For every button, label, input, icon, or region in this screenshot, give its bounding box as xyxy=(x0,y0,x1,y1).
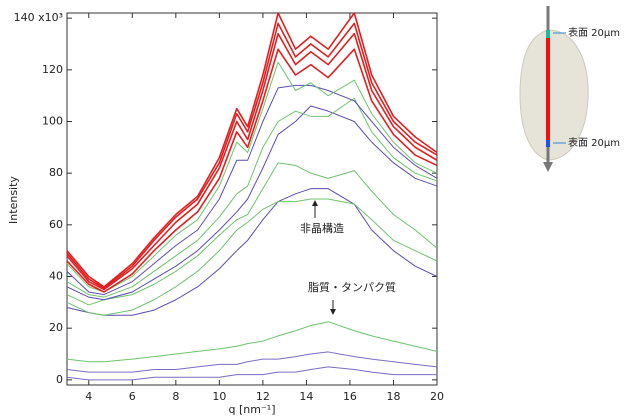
y-tick-label: 60 xyxy=(49,218,63,231)
x-tick-label: 4 xyxy=(85,390,92,403)
y-tick-label: 20 xyxy=(49,321,63,334)
y-tick-label: 140 x10³ xyxy=(14,11,63,24)
x-tick-label: 12 xyxy=(256,390,270,403)
plot-frame xyxy=(67,13,437,385)
arrow-head xyxy=(330,309,336,315)
y-tick-label: 0 xyxy=(56,373,63,386)
inset-diagram: 表面 20μm 表面 20μm xyxy=(520,6,620,172)
arrow-head xyxy=(543,162,553,172)
inset-label: 表面 20μm xyxy=(568,136,620,149)
series-line xyxy=(67,62,437,292)
y-axis-label: Intensity xyxy=(7,176,20,224)
x-tick-label: 6 xyxy=(129,390,136,403)
x-tick-label: 8 xyxy=(172,390,179,403)
series-line xyxy=(67,23,437,288)
x-tick-label: 10 xyxy=(212,390,226,403)
arrow-head xyxy=(312,200,318,206)
x-tick-label: 14 xyxy=(299,390,313,403)
series-line xyxy=(67,34,437,290)
x-tick-label: 16 xyxy=(343,390,357,403)
y-tick-label: 100 xyxy=(42,115,63,128)
x-axis-label: q [nm⁻¹] xyxy=(229,403,276,416)
x-tick-label: 20 xyxy=(430,390,444,403)
annotation: 非晶構造 xyxy=(300,221,344,235)
annotation: 脂質・タンパク質 xyxy=(308,280,396,294)
series-line xyxy=(67,322,437,362)
page: Intensity q [nm⁻¹] 非晶構造 脂質・タンパク質 表面 20μm… xyxy=(0,0,638,418)
y-tick-label: 80 xyxy=(49,166,63,179)
y-tick-label: 40 xyxy=(49,270,63,283)
series-line xyxy=(67,367,437,380)
series-line xyxy=(67,49,437,292)
x-tick-label: 18 xyxy=(386,390,400,403)
series-line xyxy=(67,352,437,372)
y-tick-label: 120 xyxy=(42,63,63,76)
inset-label: 表面 20μm xyxy=(568,26,620,39)
series-line xyxy=(67,199,437,315)
